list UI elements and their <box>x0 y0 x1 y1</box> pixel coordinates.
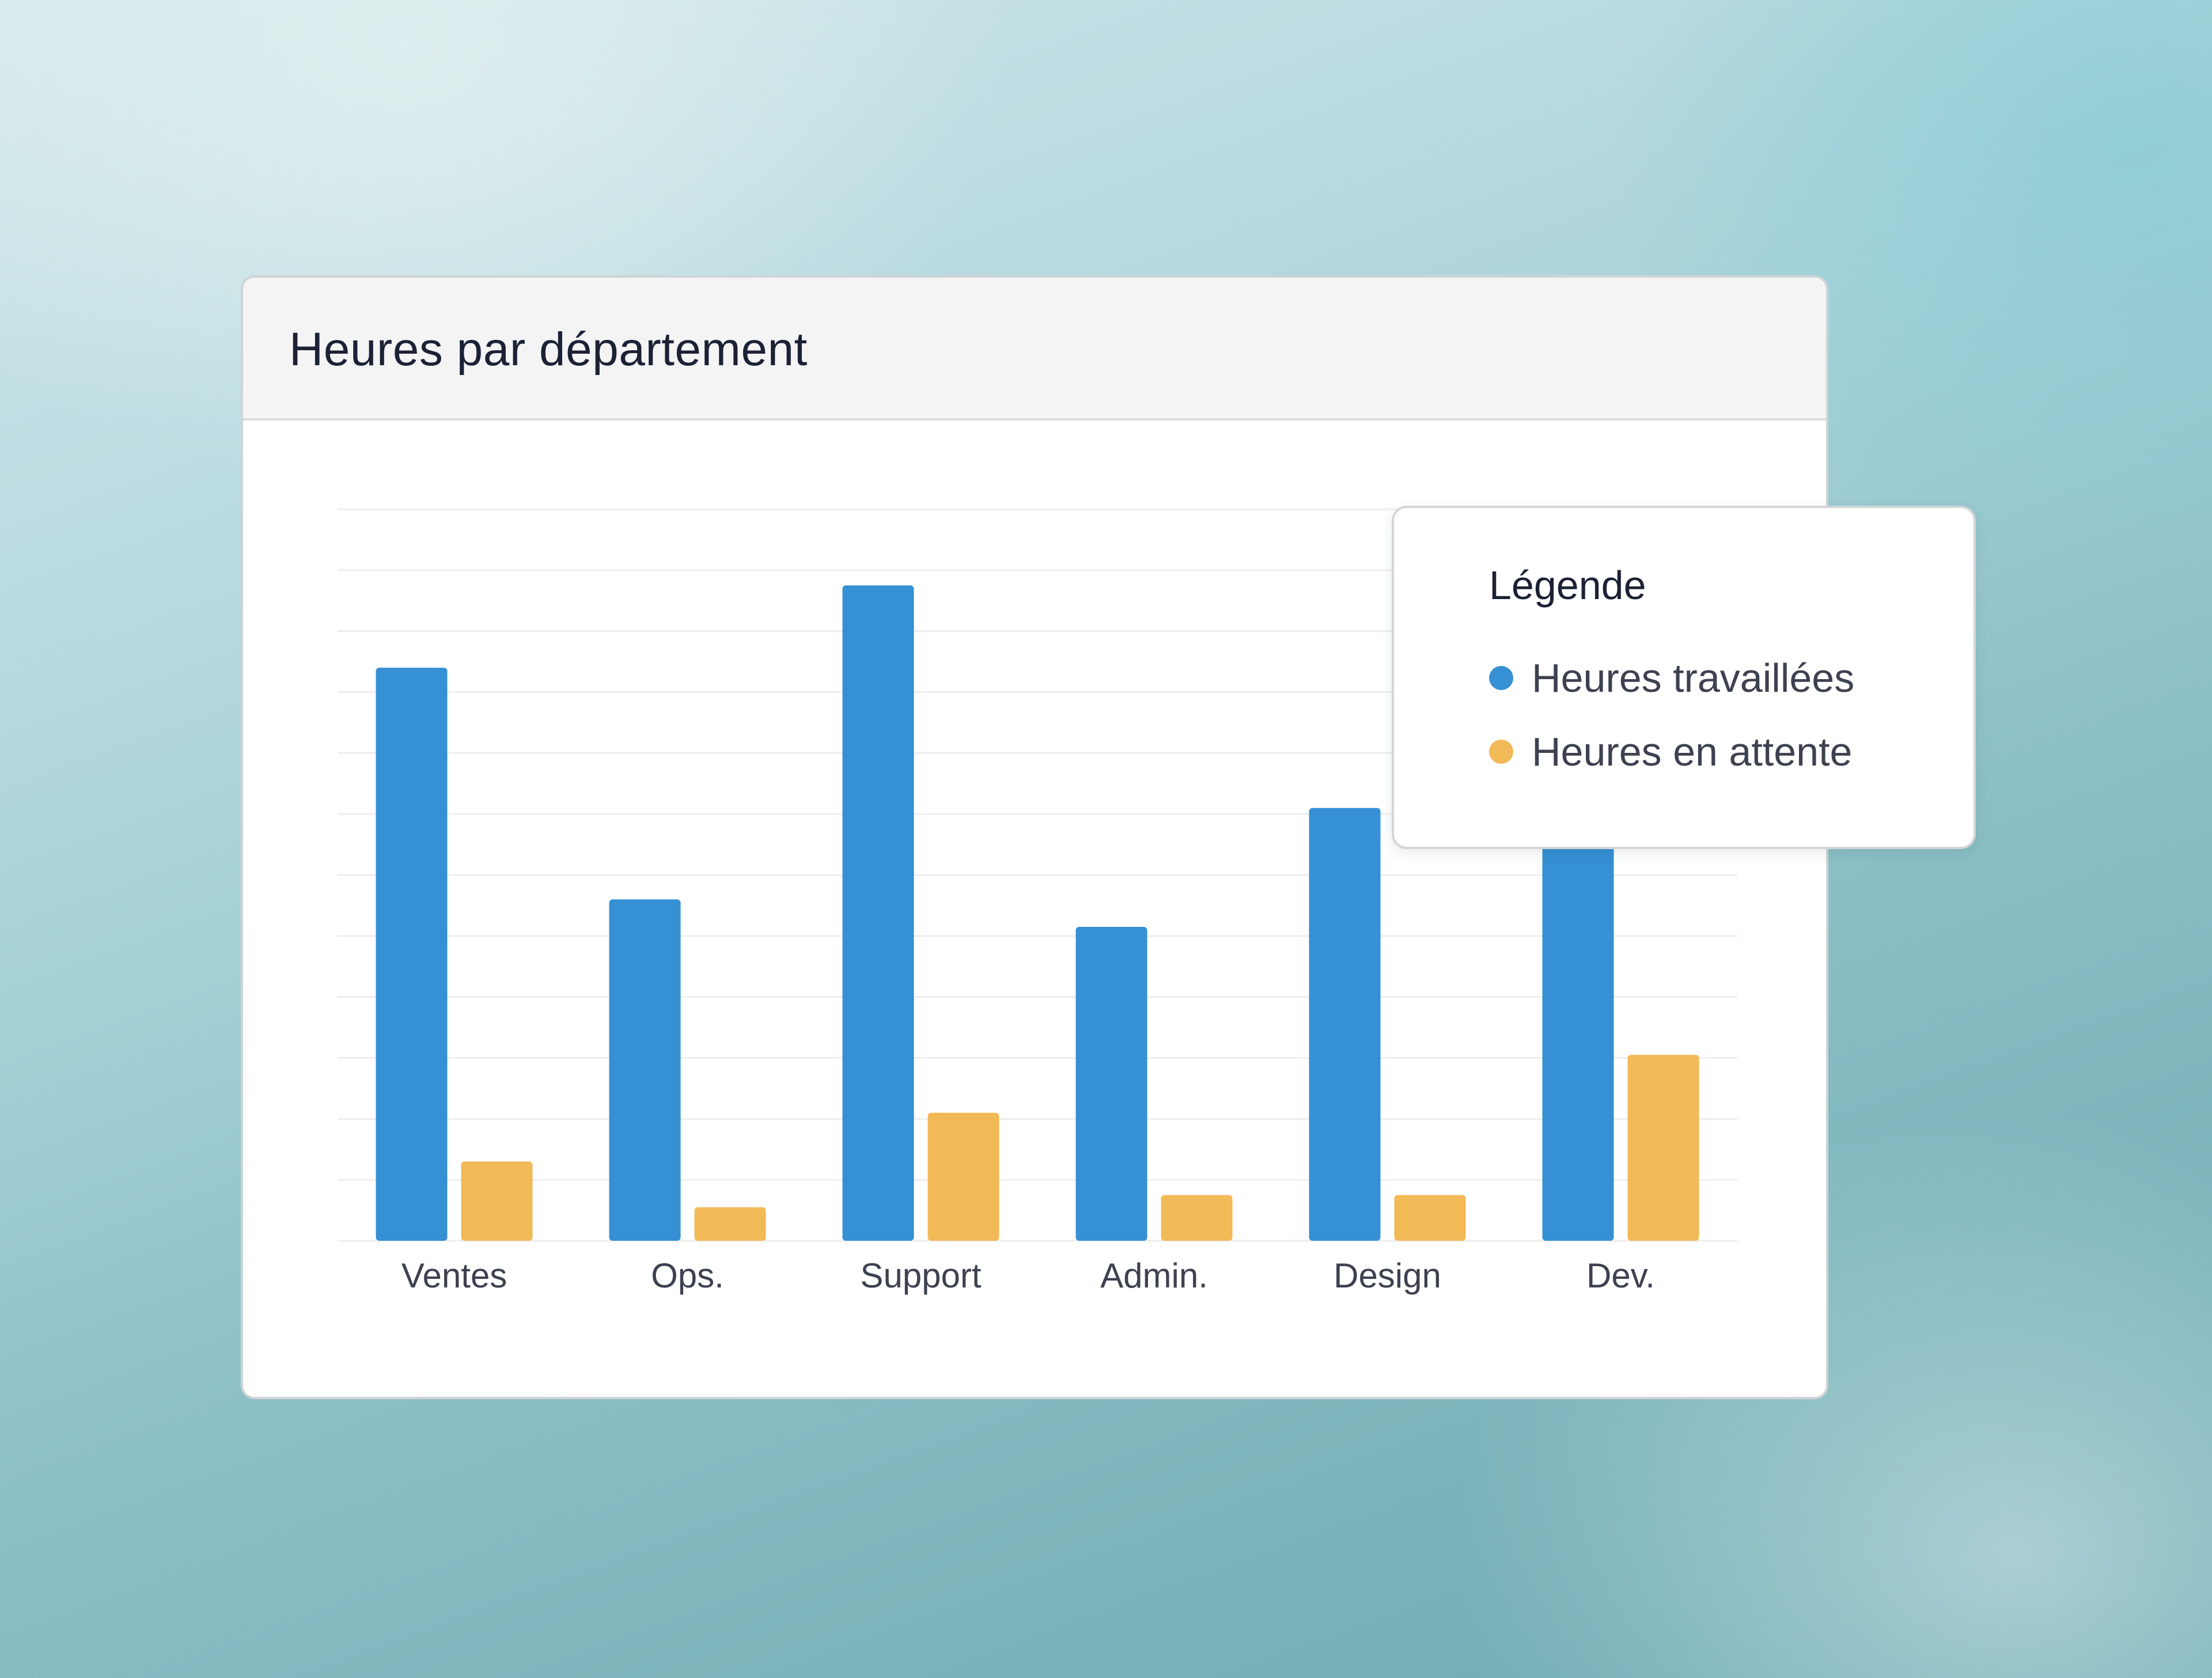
card-header: Heures par département <box>243 278 1826 421</box>
bar-pending-2 <box>927 1112 999 1241</box>
bar-worked-3 <box>1075 926 1147 1241</box>
bar-worked-1 <box>609 899 681 1241</box>
x-tick-label: Ventes <box>402 1256 507 1295</box>
legend-label-pending: Heures en attente <box>1532 729 1853 774</box>
bar-worked-0 <box>376 668 448 1241</box>
x-tick-label: Dev. <box>1586 1256 1655 1295</box>
bar-worked-5 <box>1542 844 1614 1241</box>
legend-panel: Légende Heures travaillées Heures en att… <box>1392 506 1976 849</box>
legend-dot-worked-icon <box>1489 666 1513 690</box>
bar-pending-1 <box>694 1207 766 1241</box>
bar-pending-0 <box>461 1161 533 1241</box>
chart-title: Heures par département <box>289 323 808 376</box>
legend-item-worked: Heures travaillées <box>1489 652 1854 704</box>
x-tick-label: Ops. <box>651 1256 724 1295</box>
legend-title: Légende <box>1489 563 1646 608</box>
legend-item-pending: Heures en attente <box>1489 726 1852 778</box>
bar-pending-5 <box>1627 1055 1699 1241</box>
bar-worked-2 <box>842 585 914 1241</box>
x-tick-label: Admin. <box>1100 1256 1208 1295</box>
bar-pending-3 <box>1161 1195 1233 1241</box>
bar-pending-4 <box>1394 1195 1466 1241</box>
bar-worked-4 <box>1309 808 1381 1241</box>
legend-label-worked: Heures travaillées <box>1532 656 1855 700</box>
x-tick-label: Support <box>860 1256 981 1295</box>
x-tick-label: Design <box>1334 1256 1441 1295</box>
legend-dot-pending-icon <box>1489 740 1513 764</box>
bar-chart: Ventes Ops. Support Admin. Design Dev. <box>338 508 1737 1295</box>
